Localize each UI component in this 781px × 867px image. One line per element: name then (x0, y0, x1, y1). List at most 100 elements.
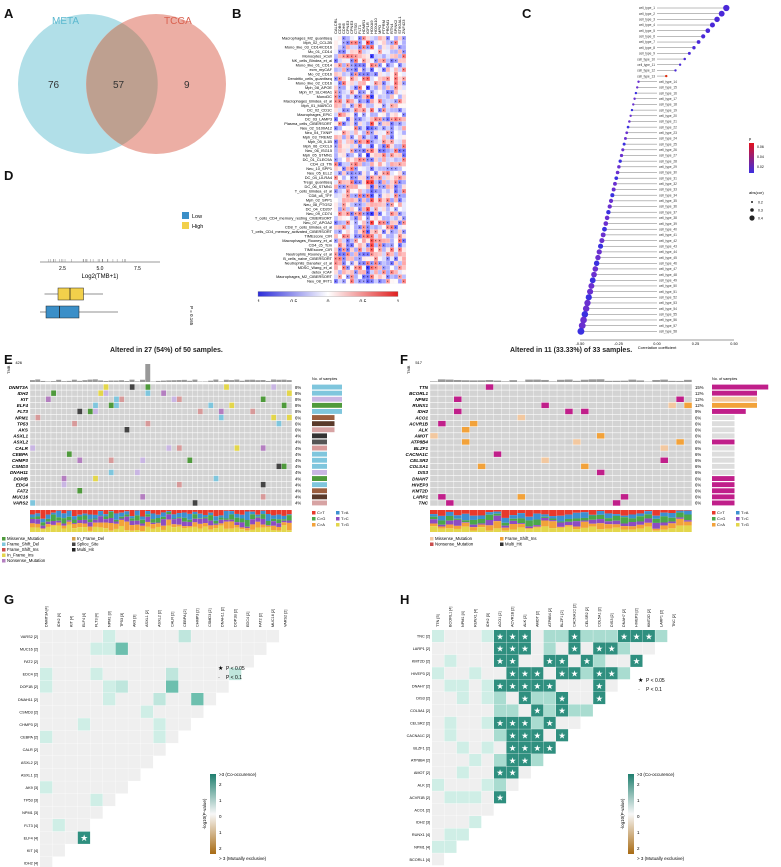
oncoplot-cell (493, 488, 502, 494)
titv-bar-segment (124, 514, 130, 517)
matrix-cell (469, 679, 482, 692)
oncoplot-cell (438, 408, 446, 415)
oncoplot-cell (108, 488, 114, 494)
oncoplot-cell (108, 396, 114, 402)
oncoplot-cell (628, 475, 637, 482)
tmb-bar (30, 380, 35, 382)
matrix-row-label: ASXL1 [2] (21, 773, 38, 777)
oncoplot-cell (517, 469, 526, 476)
heatmap-cell (385, 157, 391, 163)
matrix-cell (494, 642, 507, 655)
heatmap-row-label: detox_iCAF (312, 270, 333, 275)
oncoplot-cell (430, 488, 438, 494)
matrix-sig-star: ★ (633, 656, 641, 666)
oncoplot-cell (72, 451, 77, 457)
oncoplot-cell (30, 494, 36, 500)
panel-letter-a: A (4, 6, 14, 21)
oncoplot-cell (98, 390, 104, 396)
tmb-bar (181, 379, 187, 382)
oncoplot-cell (438, 433, 446, 439)
oncoplot-cell (203, 494, 208, 500)
heatmap-row-label: Macrophages_Bindea_et_al (284, 99, 333, 104)
heatmap-cell (333, 49, 339, 55)
heatmap-sig-mark: * (339, 253, 341, 257)
matrix-cell (90, 655, 103, 668)
oncoplot-cell (203, 481, 208, 488)
heatmap-cell (349, 130, 355, 136)
titv-bar-segment (501, 525, 510, 528)
venn-label-tcga: TCGA (164, 16, 192, 27)
oncoplot-cell (636, 494, 645, 500)
oncoplot-gene-percent: 12% (695, 403, 704, 408)
heatmap-cell (381, 179, 387, 185)
oncoplot-cell (660, 500, 668, 506)
heatmap-cell (381, 85, 387, 91)
oncoplot-side-bar (312, 476, 327, 481)
oncoplot-cell (150, 402, 156, 409)
oncoplot-cell (61, 481, 67, 488)
oncoplot-cell (557, 445, 565, 451)
oncoplot-cell (581, 420, 589, 427)
oncoplot-cell (565, 420, 573, 427)
oncoplot-cell (276, 390, 282, 396)
heatmap-cell (373, 193, 379, 199)
titv-bar-segment (124, 530, 130, 532)
titv-bar-segment (430, 510, 438, 515)
oncoplot-cell (129, 390, 135, 396)
oncoplot-cell (636, 469, 645, 476)
oncoplot-cell (30, 390, 36, 396)
heatmap-cell (401, 179, 407, 185)
heatmap-cell (365, 238, 371, 244)
heatmap-sig-mark: * (391, 248, 393, 252)
titv-bar-segment (286, 520, 292, 523)
oncoplot-cell (541, 402, 549, 409)
matrix-cell (128, 680, 141, 693)
matrix-cell (90, 793, 103, 807)
heatmap-row-label: Neu_10_SPP1 (306, 166, 332, 171)
oncoplot-cell (119, 500, 125, 506)
oncoplot-cell (82, 451, 88, 457)
oncoplot-cell (676, 420, 684, 427)
titv-legend-swatch (336, 523, 340, 527)
heatmap-cell (349, 80, 355, 86)
matrix-row-label: MUC16 [2] (20, 647, 38, 651)
heatmap-sig-mark: * (371, 221, 373, 225)
heatmap-row-label: T_cells_CD4_memory_activated_CIBERSORT (251, 229, 333, 234)
heatmap-cell (341, 179, 347, 185)
heatmap-cell (361, 166, 367, 172)
titv-bar-segment (509, 510, 518, 516)
oncoplot-cell (239, 463, 245, 470)
matrix-cell (456, 791, 469, 804)
oncoplot-cell (77, 439, 83, 445)
matrix-legend-tick: 1 (637, 798, 640, 803)
oncoplot-gene-label: HIVEP3 (412, 482, 429, 487)
heatmap-cell (393, 175, 399, 181)
oncoplot-cell (234, 414, 240, 421)
heatmap-sig-mark: * (343, 262, 345, 266)
oncoplot-gene-percent: 6% (695, 489, 701, 494)
oncoplot-cell (266, 408, 271, 415)
heatmap-cell (349, 224, 355, 230)
oncoplot-cell (150, 475, 156, 482)
titv-bar-segment (50, 510, 56, 513)
oncoplot-cell (255, 481, 261, 488)
oncoplot-cell (93, 408, 98, 415)
matrix-cell (140, 743, 154, 756)
oncoplot-cell (30, 445, 36, 451)
titv-bar-segment (684, 525, 692, 532)
oncoplot-cell (124, 500, 130, 506)
oncoplot-cell (72, 475, 77, 482)
oncoplot-cell (266, 469, 271, 476)
titv-bar-segment (588, 526, 597, 532)
oncoplot-cell (61, 469, 67, 476)
heatmap-cell (377, 256, 383, 262)
oncoplot-cell (213, 475, 219, 482)
oncoplot-cell (98, 439, 104, 445)
oncoplot-cell (150, 469, 156, 476)
matrix-sig-star: ★ (645, 631, 653, 641)
oncoplot-cell (166, 475, 172, 482)
lollipop-point (607, 204, 612, 209)
lollipop-axis-tick: -0.25 (614, 342, 623, 346)
matrix-cell (556, 642, 569, 655)
matrix-sig-star: ★ (596, 681, 604, 691)
